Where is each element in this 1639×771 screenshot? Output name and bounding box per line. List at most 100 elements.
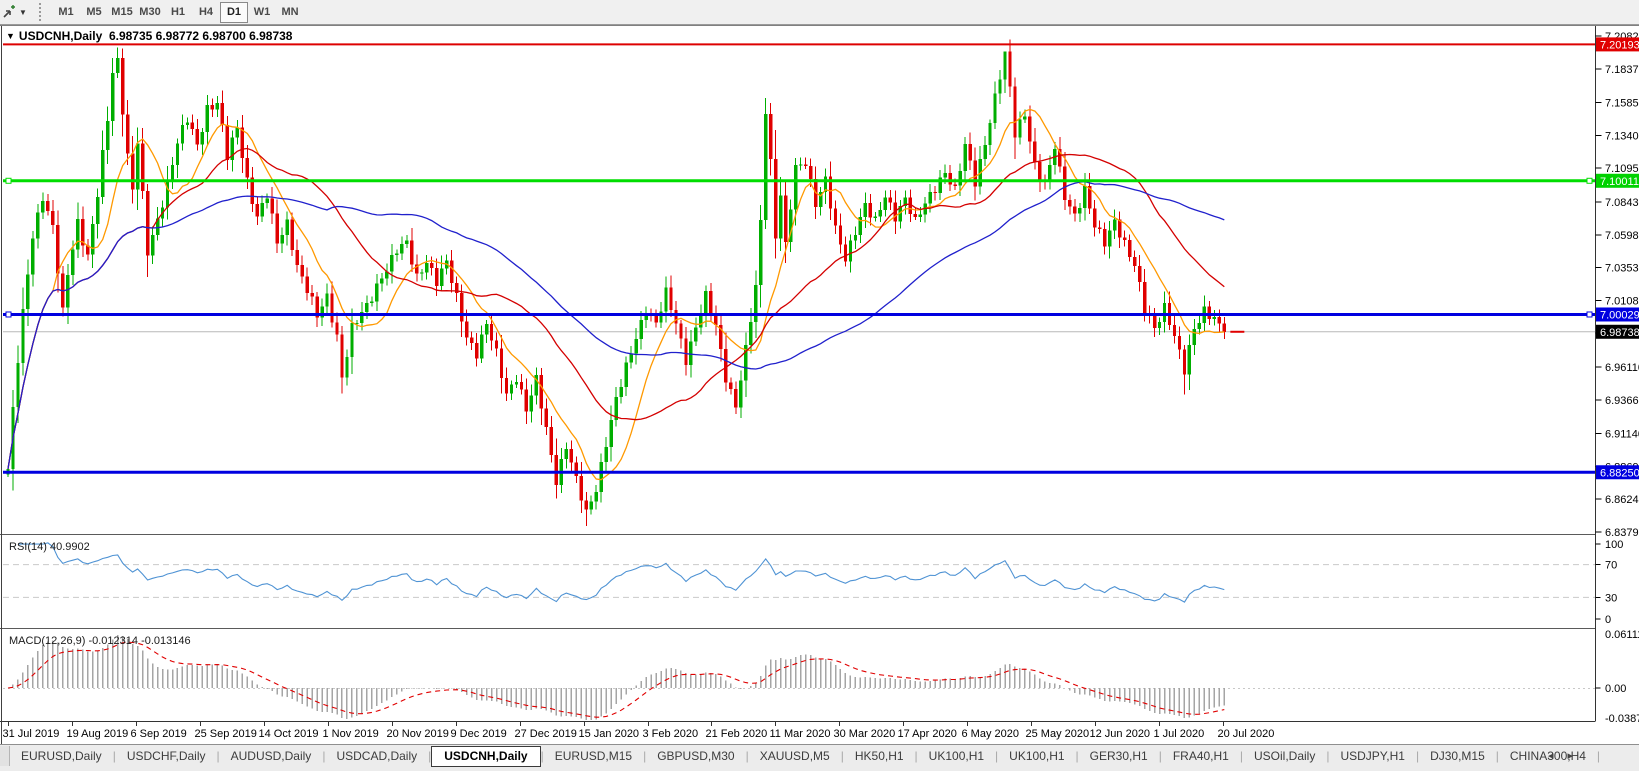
toolbar-grip-handle[interactable] (39, 3, 44, 21)
price-tick-label: 7.08430 (1605, 197, 1639, 209)
tab-separator: | (1158, 749, 1162, 763)
price-tick-label: 6.93660 (1605, 395, 1639, 407)
date-tick-label: 27 Dec 2019 (515, 728, 577, 740)
tab-separator: | (745, 749, 749, 763)
macd-indicator-label: MACD(12,26,9) -0.012314 -0.013146 (9, 635, 191, 647)
rsi-tick-label: 70 (1605, 560, 1617, 572)
chart-tab-china300-h4[interactable]: CHINA300,H4 (1509, 749, 1586, 763)
rsi-tick-label: 30 (1605, 592, 1617, 604)
timeframe-button-m1[interactable]: M1 (58, 5, 74, 18)
tab-separator: | (216, 749, 220, 763)
date-tick-label: 9 Dec 2019 (451, 728, 507, 740)
tab-separator: | (1239, 749, 1243, 763)
chart-tab-hk50-h1[interactable]: HK50,H1 (854, 749, 904, 763)
chart-window[interactable]: 7.208207.183707.158507.134007.109507.084… (0, 25, 1639, 745)
date-tick-label: 31 Jul 2019 (3, 728, 60, 740)
chart-tab-ger30-h1[interactable]: GER30,H1 (1089, 749, 1148, 763)
tab-separator: | (1326, 749, 1330, 763)
chart-tab-audusd-daily[interactable]: AUDUSD,Daily (230, 749, 312, 763)
tab-separator: | (1495, 749, 1499, 763)
chart-tab-usdcad-daily[interactable]: USDCAD,Daily (336, 749, 418, 763)
svg-text:7.20193: 7.20193 (1600, 39, 1639, 51)
tab-separator: | (540, 749, 544, 763)
svg-text:7.00029: 7.00029 (1600, 309, 1639, 321)
rsi-tick-label: 0 (1605, 614, 1611, 626)
macd-tick-label: -0.038777 (1605, 713, 1639, 725)
chart-tab-usdcnh-daily[interactable]: USDCNH,Daily (431, 746, 541, 767)
chart-pointer-icon[interactable] (1, 4, 17, 20)
timeframe-button-m5[interactable]: M5 (86, 5, 102, 18)
tab-separator: | (1596, 749, 1601, 763)
date-tick-label: 25 May 2020 (1026, 728, 1090, 740)
price-tick-label: 7.05980 (1605, 230, 1639, 242)
tabs-scroll-right-icon[interactable]: ▸ (1567, 750, 1587, 762)
macd-histogram (12, 635, 1226, 720)
date-tick-label: 17 Apr 2020 (898, 728, 957, 740)
chart-ohlc: 6.98735 6.98772 6.98700 6.98738 (108, 29, 293, 43)
tab-separator: | (1075, 749, 1079, 763)
chart-tab-bar: EURUSD,Daily | USDCHF,Daily | AUDUSD,Daily | U… (0, 744, 1639, 771)
timeframe-button-h1[interactable]: H1 (170, 5, 186, 18)
date-tick-label: 25 Sep 2019 (195, 728, 257, 740)
price-level-label (1596, 307, 1639, 322)
tab-separator: | (112, 749, 116, 763)
chart-tab-xauusd-m5[interactable]: XAUUSD,M5 (759, 749, 830, 763)
date-tick-label: 21 Feb 2020 (706, 728, 768, 740)
price-level-label (1596, 37, 1639, 52)
tab-separator: | (643, 749, 647, 763)
price-tick-label: 6.91140 (1605, 429, 1639, 441)
chart-tab-usdchf-daily[interactable]: USDCHF,Daily (126, 749, 206, 763)
svg-text:7.10011: 7.10011 (1600, 176, 1639, 188)
timeframe-button-d1[interactable]: D1 (220, 1, 248, 23)
chart-tab-gbpusd-m30[interactable]: GBPUSD,M30 (657, 749, 735, 763)
date-tick-label: 6 May 2020 (962, 728, 1019, 740)
tab-separator: | (322, 749, 326, 763)
date-tick-label: 20 Nov 2019 (387, 728, 449, 740)
price-tick-label: 7.01080 (1605, 295, 1639, 307)
chart-tab-usoil-daily[interactable]: USOil,Daily (1253, 749, 1316, 763)
tab-separator: | (840, 749, 844, 763)
collapse-arrow-icon[interactable]: ▼ (6, 31, 15, 41)
timeframe-button-mn[interactable]: MN (281, 5, 299, 18)
date-tick-label: 3 Feb 2020 (643, 728, 699, 740)
chart-tabs: EURUSD,Daily | USDCHF,Daily | AUDUSD,Daily | U… (10, 746, 1600, 767)
chart-tab-uk100-h1[interactable]: UK100,H1 (1009, 749, 1065, 763)
price-tick-label: 6.83790 (1605, 527, 1639, 539)
chart-tab-eurusd-daily[interactable]: EURUSD,Daily (21, 749, 102, 763)
tabs-scroll-left-icon[interactable]: ◂ (1547, 750, 1568, 762)
chart-canvas[interactable]: 7.208207.183707.158507.134007.109507.084… (0, 26, 1639, 745)
svg-text:6.88250: 6.88250 (1600, 467, 1639, 479)
chart-tab-usdjpy-h1[interactable]: USDJPY,H1 (1340, 749, 1405, 763)
price-tick-label: 6.86240 (1605, 494, 1639, 506)
price-tick-label: 7.15850 (1605, 98, 1639, 110)
chart-tab-dj30-m15[interactable]: DJ30,M15 (1430, 749, 1485, 763)
date-tick-label: 15 Jan 2020 (579, 728, 640, 740)
price-level-label (1596, 324, 1639, 339)
date-tick-label: 1 Jul 2020 (1154, 728, 1205, 740)
price-tick-label: 7.13400 (1605, 130, 1639, 142)
top-toolbar: ▼ M1 M5 M15 M30 H1 H4 D1 W1 MN (0, 0, 1639, 25)
timeframe-button-m15[interactable]: M15 (111, 5, 133, 18)
price-tick-label: 7.10950 (1605, 163, 1639, 175)
chart-tab-fra40-h1[interactable]: FRA40,H1 (1172, 749, 1229, 763)
tab-separator: | (1415, 749, 1420, 763)
date-tick-label: 19 Aug 2019 (67, 728, 129, 740)
tab-separator: | (995, 749, 999, 763)
price-tick-label: 7.18370 (1605, 64, 1639, 76)
tab-separator: | (914, 749, 918, 763)
date-tick-label: 1 Nov 2019 (323, 728, 379, 740)
timeframe-button-h4[interactable]: H4 (198, 5, 214, 18)
macd-tick-label: 0.00 (1605, 683, 1626, 695)
chart-tab-uk100-h1[interactable]: UK100,H1 (928, 749, 985, 763)
date-tick-label: 6 Sep 2019 (131, 728, 187, 740)
price-tick-label: 7.03530 (1605, 263, 1639, 275)
chart-tab-eurusd-m15[interactable]: EURUSD,M15 (554, 749, 633, 763)
rsi-tick-label: 100 (1605, 539, 1623, 551)
timeframe-button-w1[interactable]: W1 (253, 5, 271, 18)
timeframe-button-m30[interactable]: M30 (139, 5, 161, 18)
svg-text:6.98738: 6.98738 (1600, 327, 1639, 339)
chevron-down-icon[interactable]: ▼ (19, 7, 27, 17)
date-tick-label: 30 Mar 2020 (834, 728, 896, 740)
chart-symbol: USDCNH,Daily (18, 29, 103, 43)
tab-bar-spacer (0, 746, 10, 766)
